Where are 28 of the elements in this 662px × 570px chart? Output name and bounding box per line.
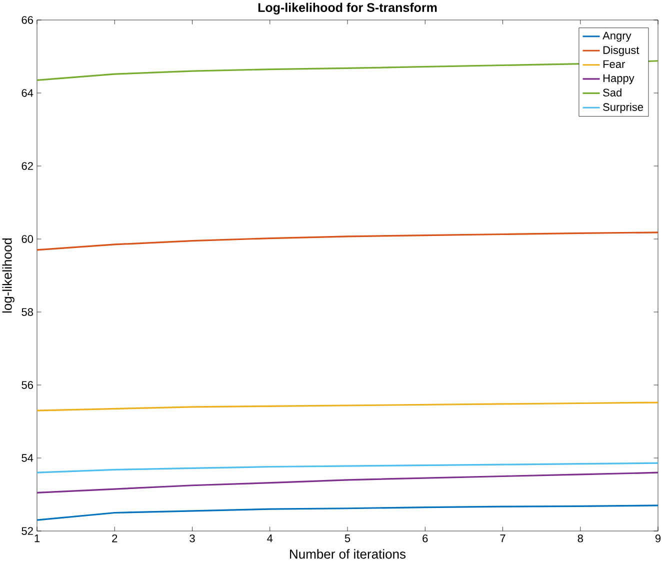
x-axis-title: Number of iterations <box>290 549 406 559</box>
y-tick-label: 52 <box>22 527 33 535</box>
legend-label: Disgust <box>603 46 640 56</box>
y-tick-label: 60 <box>22 235 34 243</box>
x-tick-label: 8 <box>578 534 583 542</box>
y-tick-label: 56 <box>22 381 33 389</box>
y-tick-label: 54 <box>22 454 34 462</box>
y-tick-label: 58 <box>22 308 33 316</box>
x-tick-label: 7 <box>500 534 506 542</box>
legend-label: Angry <box>602 32 632 42</box>
x-tick-label: 1 <box>34 534 40 542</box>
x-tick-label: 2 <box>112 534 118 542</box>
line-series <box>37 232 658 251</box>
legend-label: Surprise <box>603 102 644 114</box>
legend-label: Fear <box>603 60 625 68</box>
line-series <box>37 504 658 521</box>
legend-label: Sad <box>603 88 622 97</box>
y-tick-label: 66 <box>22 16 33 24</box>
x-tick-label: 3 <box>190 534 195 542</box>
x-tick-label: 4 <box>267 534 273 542</box>
legend-label: Happy <box>603 74 634 84</box>
chart-title: Log-likelihood for S-transform <box>258 2 437 15</box>
x-tick-label: 6 <box>422 534 428 542</box>
y-axis-title: log-likelihood <box>2 238 14 313</box>
y-tick-label: 64 <box>22 89 34 97</box>
x-tick-label: 5 <box>344 534 350 542</box>
x-tick-label: 9 <box>655 534 661 542</box>
y-tick-label: 62 <box>22 162 33 170</box>
